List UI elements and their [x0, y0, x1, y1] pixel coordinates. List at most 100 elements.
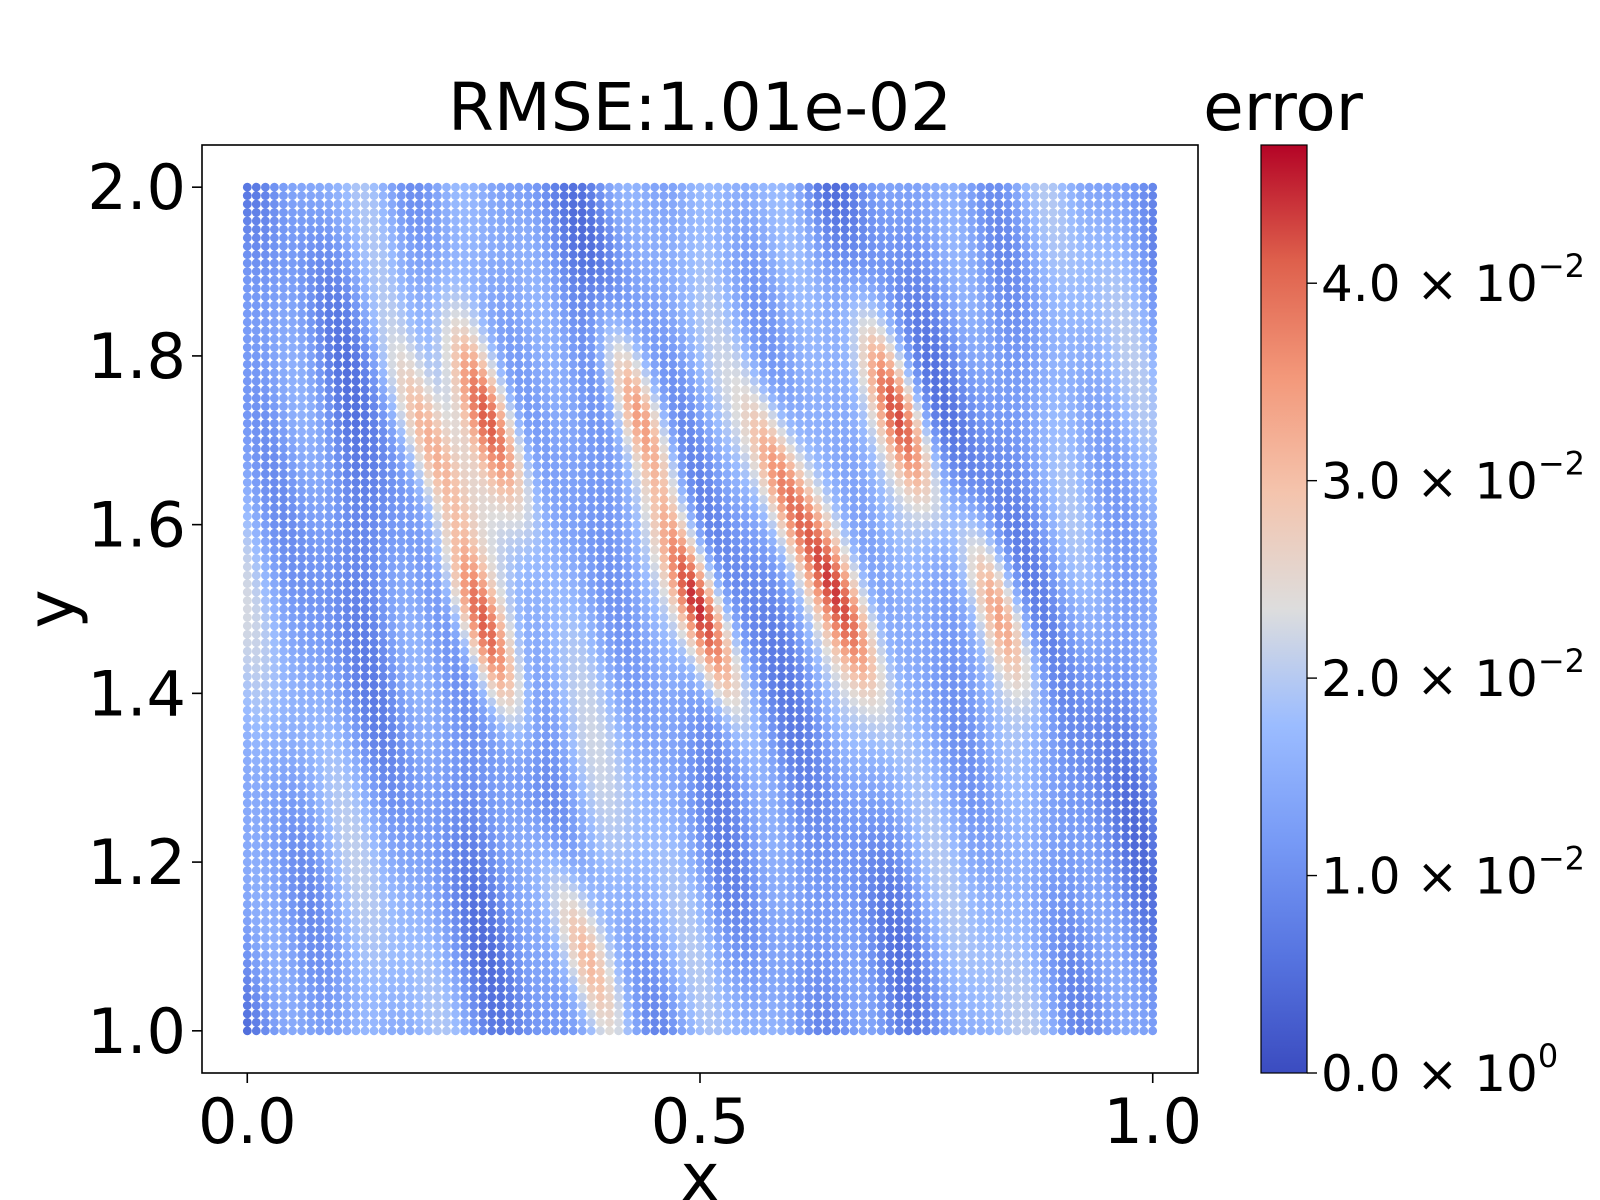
scatter-point — [559, 613, 569, 622]
scatter-point — [496, 874, 506, 884]
scatter-point — [786, 781, 795, 791]
scatter-point — [1075, 680, 1085, 690]
scatter-point — [949, 638, 958, 648]
scatter-point — [668, 714, 678, 724]
scatter-point — [795, 899, 804, 909]
scatter-point — [795, 697, 804, 707]
scatter-point — [749, 790, 759, 799]
scatter-point — [242, 764, 252, 774]
scatter-point — [731, 1009, 741, 1019]
scatter-point — [532, 958, 542, 968]
scatter-point — [668, 663, 678, 673]
scatter-point — [867, 984, 877, 993]
scatter-point — [279, 874, 288, 884]
scatter-point — [922, 815, 931, 825]
scatter-point — [342, 975, 352, 985]
scatter-point — [559, 823, 569, 833]
scatter-point — [1066, 908, 1076, 918]
scatter-point — [731, 1001, 741, 1010]
scatter-point — [849, 984, 859, 993]
scatter-point — [396, 807, 406, 816]
scatter-point — [659, 942, 669, 951]
scatter-point — [1012, 629, 1022, 639]
scatter-point — [559, 756, 569, 766]
scatter-point — [242, 916, 252, 926]
scatter-point — [940, 807, 949, 816]
scatter-point — [1030, 857, 1040, 867]
scatter-point — [668, 984, 678, 993]
scatter-point — [713, 1026, 723, 1036]
scatter-point — [922, 764, 931, 774]
scatter-point — [623, 714, 632, 724]
scatter-point — [568, 722, 578, 732]
scatter-point — [831, 714, 841, 724]
scatter-point — [1057, 883, 1067, 892]
scatter-point — [261, 655, 270, 664]
scatter-point — [614, 646, 623, 656]
scatter-point — [333, 1026, 343, 1036]
scatter-point — [605, 672, 614, 681]
scatter-point — [369, 1001, 379, 1010]
scatter-point — [342, 925, 352, 934]
scatter-point — [251, 992, 261, 1002]
scatter-point — [903, 764, 913, 774]
scatter-point — [1121, 646, 1130, 656]
scatter-point — [378, 984, 388, 993]
scatter-point — [686, 705, 696, 715]
scatter-point — [442, 731, 451, 740]
scatter-point — [387, 714, 397, 724]
scatter-point — [279, 756, 288, 766]
scatter-point — [1030, 984, 1040, 993]
scatter-point — [414, 1001, 424, 1010]
scatter-point — [1066, 849, 1076, 859]
scatter-point — [985, 646, 995, 656]
scatter-point — [632, 832, 641, 842]
scatter-point — [786, 672, 795, 681]
scatter-point — [940, 756, 949, 766]
scatter-point — [586, 790, 596, 799]
scatter-point — [704, 646, 714, 656]
scatter-point — [1103, 883, 1112, 892]
scatter-point — [306, 773, 316, 783]
scatter-point — [1012, 992, 1022, 1002]
scatter-point — [740, 933, 750, 943]
scatter-point — [1103, 823, 1112, 833]
scatter-point — [822, 739, 832, 749]
scatter-point — [1012, 942, 1022, 951]
scatter-point — [885, 689, 895, 698]
scatter-point — [740, 672, 750, 681]
scatter-point — [632, 739, 641, 749]
scatter-point — [1112, 958, 1121, 968]
scatter-point — [1066, 621, 1076, 631]
scatter-point — [903, 722, 913, 732]
scatter-point — [460, 891, 469, 901]
scatter-point — [840, 798, 850, 808]
scatter-point — [849, 663, 859, 673]
scatter-point — [288, 638, 297, 648]
scatter-point — [387, 655, 397, 664]
scatter-point — [586, 899, 596, 909]
scatter-point — [1066, 1018, 1076, 1027]
scatter-point — [1094, 638, 1103, 648]
scatter-point — [813, 781, 823, 791]
scatter-point — [922, 1018, 931, 1027]
scatter-point — [333, 942, 343, 951]
scatter-point — [867, 908, 877, 918]
scatter-point — [460, 731, 469, 740]
scatter-point — [641, 790, 651, 799]
scatter-point — [903, 933, 913, 943]
scatter-point — [270, 646, 279, 656]
scatter-point — [650, 739, 660, 749]
scatter-point — [822, 756, 832, 766]
scatter-point — [695, 857, 705, 867]
scatter-point — [912, 874, 922, 884]
scatter-point — [1057, 764, 1067, 774]
scatter-point — [1012, 950, 1022, 960]
scatter-point — [333, 958, 343, 968]
scatter-point — [994, 773, 1004, 783]
scatter-point — [768, 756, 777, 766]
scatter-point — [885, 781, 895, 791]
scatter-point — [242, 613, 252, 622]
scatter-point — [668, 908, 678, 918]
scatter-point — [1039, 874, 1049, 884]
